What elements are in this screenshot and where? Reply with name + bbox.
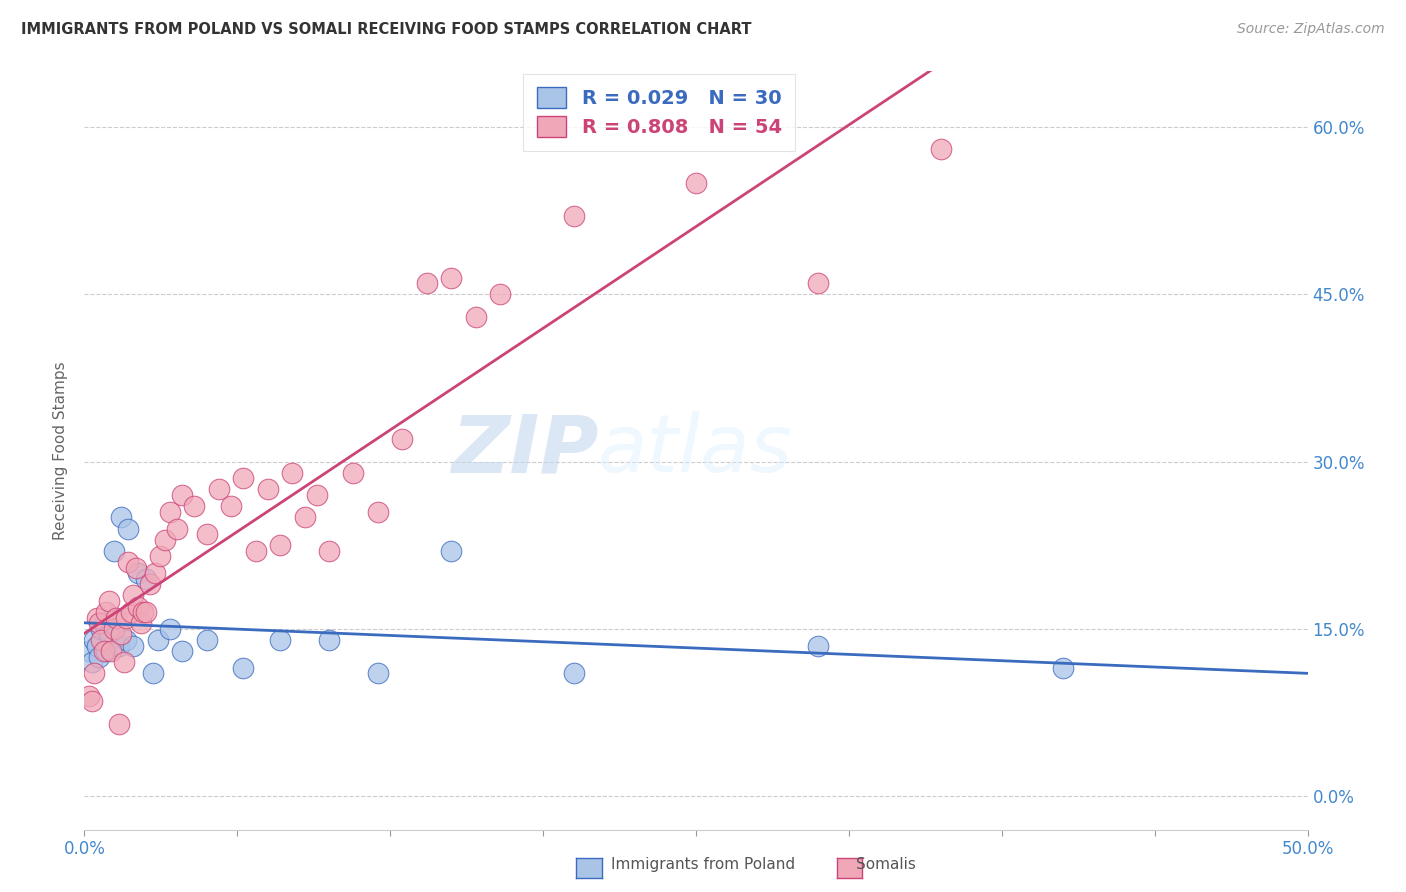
Text: Source: ZipAtlas.com: Source: ZipAtlas.com [1237,22,1385,37]
Point [367,666,389,681]
Text: IMMIGRANTS FROM POLAND VS SOMALI RECEIVING FOOD STAMPS CORRELATION CHART: IMMIGRANTS FROM POLAND VS SOMALI RECEIVI… [21,22,752,37]
Point [115,633,138,648]
Point [110,510,132,524]
Point [367,505,389,519]
Point [125,560,148,574]
Point [146,633,169,648]
Point [96,644,118,658]
Point [208,483,231,497]
Point [318,544,340,558]
Point [142,666,165,681]
Point [391,433,413,447]
Point [562,209,585,223]
Point [305,488,328,502]
Point [122,639,145,653]
Point [232,661,254,675]
Point [464,310,486,324]
Point [269,538,291,552]
Point [318,633,340,648]
Point [105,611,128,625]
Point [107,716,129,731]
Point [440,544,463,558]
Point [440,270,463,285]
Point [122,589,145,603]
Point [172,644,194,658]
Point [107,639,129,653]
Point [97,594,120,608]
Point [87,649,110,664]
Point [77,644,100,658]
Point [132,605,155,619]
Y-axis label: Receiving Food Stamps: Receiving Food Stamps [53,361,69,540]
Point [807,639,830,653]
Point [232,471,254,485]
Point [166,521,188,535]
Point [269,633,291,648]
Point [195,633,218,648]
Point [127,566,149,581]
Point [96,605,118,619]
Point [87,616,110,631]
Point [135,572,157,586]
Text: Immigrants from Poland: Immigrants from Poland [612,857,794,872]
Point [127,599,149,614]
Point [97,627,120,641]
Point [103,544,125,558]
Point [83,666,105,681]
Point [195,527,218,541]
Point [86,611,108,625]
Point [219,500,242,514]
Point [77,689,100,703]
Point [129,616,152,631]
Point [1052,661,1074,675]
Point [110,627,132,641]
Text: Somalis: Somalis [856,857,915,872]
Point [103,622,125,636]
Point [149,549,172,564]
Text: atlas: atlas [598,411,793,490]
Point [117,555,139,569]
Point [112,655,135,669]
Point [93,644,115,658]
Point [159,622,181,636]
Point [117,521,139,535]
Point [135,605,157,619]
Point [172,488,194,502]
Point [159,505,181,519]
Point [80,655,103,669]
Point [562,666,585,681]
Point [281,466,304,480]
Point [929,142,952,157]
Point [342,466,364,480]
Point [93,616,115,631]
Point [143,566,166,581]
Point [183,500,205,514]
Point [257,483,280,497]
Point [294,510,316,524]
Legend: R = 0.029   N = 30, R = 0.808   N = 54: R = 0.029 N = 30, R = 0.808 N = 54 [523,73,796,151]
Point [120,605,142,619]
Point [807,277,830,291]
Point [90,622,112,636]
Point [115,611,138,625]
Point [80,694,103,708]
Point [685,176,707,190]
Point [245,544,267,558]
Point [416,277,439,291]
Point [489,287,512,301]
Point [86,639,108,653]
Text: ZIP: ZIP [451,411,598,490]
Point [83,633,105,648]
Point [100,644,122,658]
Point [153,533,176,547]
Point [90,633,112,648]
Point [139,577,162,591]
